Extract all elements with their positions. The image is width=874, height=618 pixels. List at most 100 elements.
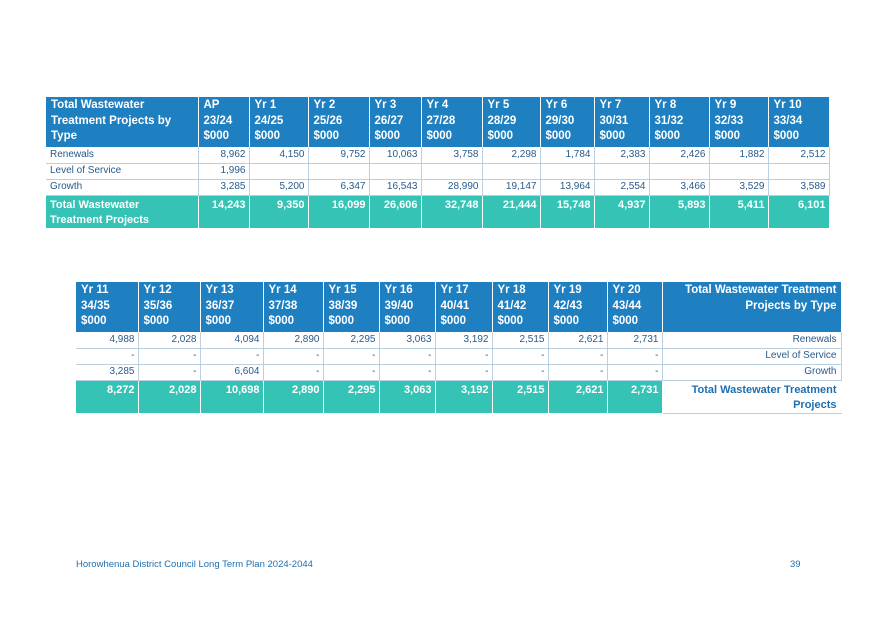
value-cell: 4,094 (200, 332, 264, 349)
table-row: 3,285-6,604- - - - - - - Growth (76, 364, 842, 381)
value-cell: 2,512 (768, 147, 830, 164)
value-cell: 1,882 (709, 147, 769, 164)
total-value: 10,698 (200, 380, 264, 413)
header-cell: Yr 11 34/35 $000 (76, 282, 139, 332)
header-cell: Yr 5 28/29 $000 (482, 97, 541, 147)
total-value: 5,893 (649, 195, 710, 228)
value-cell: 6,604 (200, 364, 264, 381)
total-label: Total Wastewater Treatment Projects (46, 195, 199, 228)
value-cell (540, 163, 595, 180)
total-value: 2,621 (548, 380, 608, 413)
value-cell (369, 163, 422, 180)
header-cell: Yr 18 41/42 $000 (492, 282, 549, 332)
header-cell: Yr 2 25/26 $000 (308, 97, 370, 147)
value-cell: 2,515 (492, 332, 549, 349)
value-cell: - (435, 364, 493, 381)
wastewater-projects-table-1: Total Wastewater Treatment Projects by T… (46, 97, 830, 228)
header-cell: Total Wastewater Treatment Projects by T… (662, 282, 842, 332)
total-value: 32,748 (421, 195, 483, 228)
total-value: 6,101 (768, 195, 830, 228)
value-cell (249, 163, 309, 180)
wastewater-projects-table-2: Yr 11 34/35 $000 Yr 12 35/36 $000 Yr 13 … (76, 282, 842, 414)
header-cell: Yr 9 32/33 $000 (709, 97, 769, 147)
header-cell: Yr 15 38/39 $000 (323, 282, 380, 332)
value-cell: 13,964 (540, 179, 595, 196)
total-value: 3,192 (435, 380, 493, 413)
value-cell: - (379, 364, 436, 381)
value-cell: - (548, 364, 608, 381)
value-cell: 2,731 (607, 332, 663, 349)
header-cell: AP 23/24 $000 (198, 97, 250, 147)
row-label: Renewals (662, 332, 842, 349)
value-cell: 19,147 (482, 179, 541, 196)
value-cell (768, 163, 830, 180)
value-cell: 3,285 (76, 364, 139, 381)
header-cell: Yr 19 42/43 $000 (548, 282, 608, 332)
page-number: 39 (790, 559, 801, 570)
value-cell: 28,990 (421, 179, 483, 196)
total-value: 2,295 (323, 380, 380, 413)
value-cell: - (138, 364, 201, 381)
header-cell: Yr 3 26/27 $000 (369, 97, 422, 147)
value-cell: - (492, 348, 549, 365)
value-cell: 9,752 (308, 147, 370, 164)
value-cell: 2,028 (138, 332, 201, 349)
value-cell: - (200, 348, 264, 365)
total-value: 3,063 (379, 380, 436, 413)
value-cell: - (435, 348, 493, 365)
value-cell: 4,988 (76, 332, 139, 349)
header-cell: Yr 6 29/30 $000 (540, 97, 595, 147)
value-cell (482, 163, 541, 180)
value-cell: 8,962 (198, 147, 250, 164)
row-label: Growth (46, 179, 199, 196)
value-cell (421, 163, 483, 180)
value-cell: 10,063 (369, 147, 422, 164)
value-cell: 3,758 (421, 147, 483, 164)
table-row: 4,988 2,028 4,094 2,890 2,295 3,063 3,192 2,515… (76, 332, 842, 349)
value-cell (308, 163, 370, 180)
total-value: 15,748 (540, 195, 595, 228)
row-label: Level of Service (46, 163, 199, 180)
value-cell: 2,298 (482, 147, 541, 164)
total-value: 9,350 (249, 195, 309, 228)
header-cell: Yr 8 31/32 $000 (649, 97, 710, 147)
value-cell: 3,192 (435, 332, 493, 349)
value-cell: - (138, 348, 201, 365)
row-label: Level of Service (662, 348, 842, 365)
value-cell: - (263, 364, 324, 381)
value-cell: 3,063 (379, 332, 436, 349)
value-cell: - (492, 364, 549, 381)
header-cell: Yr 10 33/34 $000 (768, 97, 830, 147)
row-label: Renewals (46, 147, 199, 164)
header-cell: Yr 17 40/41 $000 (435, 282, 493, 332)
value-cell: - (607, 348, 663, 365)
header-cell: Total Wastewater Treatment Projects by T… (46, 97, 199, 147)
value-cell: 16,543 (369, 179, 422, 196)
value-cell: 3,466 (649, 179, 710, 196)
total-row: Total Wastewater Treatment Projects 14,24… (46, 195, 830, 228)
value-cell: 1,996 (198, 163, 250, 180)
value-cell: 6,347 (308, 179, 370, 196)
total-label: Total Wastewater Treatment Projects (662, 380, 842, 414)
header-cell: Yr 20 43/44 $000 (607, 282, 663, 332)
value-cell: 2,295 (323, 332, 380, 349)
value-cell: 2,621 (548, 332, 608, 349)
total-value: 4,937 (594, 195, 650, 228)
value-cell: 3,589 (768, 179, 830, 196)
value-cell: - (263, 348, 324, 365)
header-cell: Yr 12 35/36 $000 (138, 282, 201, 332)
value-cell: 2,554 (594, 179, 650, 196)
value-cell: - (323, 364, 380, 381)
total-value: 8,272 (76, 380, 139, 413)
value-cell: - (548, 348, 608, 365)
table-header-row: Total Wastewater Treatment Projects by T… (46, 97, 830, 147)
value-cell: 1,784 (540, 147, 595, 164)
total-row: 8,272 2,028 10,698 2,890 2,295 3,063 3,192 2,51… (76, 380, 842, 414)
total-value: 14,243 (198, 195, 250, 228)
value-cell (709, 163, 769, 180)
row-label: Growth (662, 364, 842, 381)
total-value: 5,411 (709, 195, 769, 228)
header-cell: Yr 1 24/25 $000 (249, 97, 309, 147)
total-value: 2,515 (492, 380, 549, 413)
value-cell (594, 163, 650, 180)
